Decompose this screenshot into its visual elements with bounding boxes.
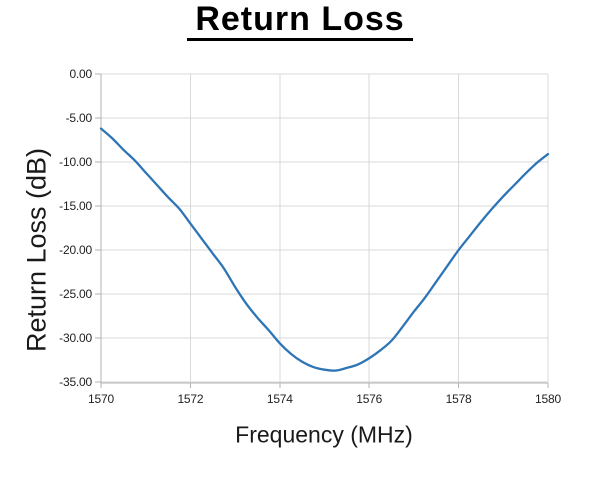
x-tick-label: 1570 [88, 392, 114, 406]
y-tick-label: -20.00 [59, 243, 92, 257]
y-tick-label: 0.00 [69, 67, 92, 81]
chart-title-wrap: Return Loss [0, 0, 600, 41]
x-tick-label: 1578 [446, 392, 472, 406]
chart-title: Return Loss [187, 2, 413, 41]
x-tick-label: 1576 [356, 392, 382, 406]
y-tick-label: -30.00 [59, 331, 92, 345]
x-tick-label: 1580 [535, 392, 561, 406]
y-tick-label: -5.00 [66, 111, 93, 125]
y-tick-label: -35.00 [59, 375, 92, 389]
y-tick-label: -25.00 [59, 287, 92, 301]
x-tick-label: 1572 [177, 392, 203, 406]
return-loss-curve [99, 127, 550, 372]
x-tick-label: 1574 [267, 392, 293, 406]
y-tick-label: -15.00 [59, 199, 92, 213]
x-axis-title: Frequency (MHz) [235, 421, 413, 448]
y-tick-label: -10.00 [59, 155, 92, 169]
